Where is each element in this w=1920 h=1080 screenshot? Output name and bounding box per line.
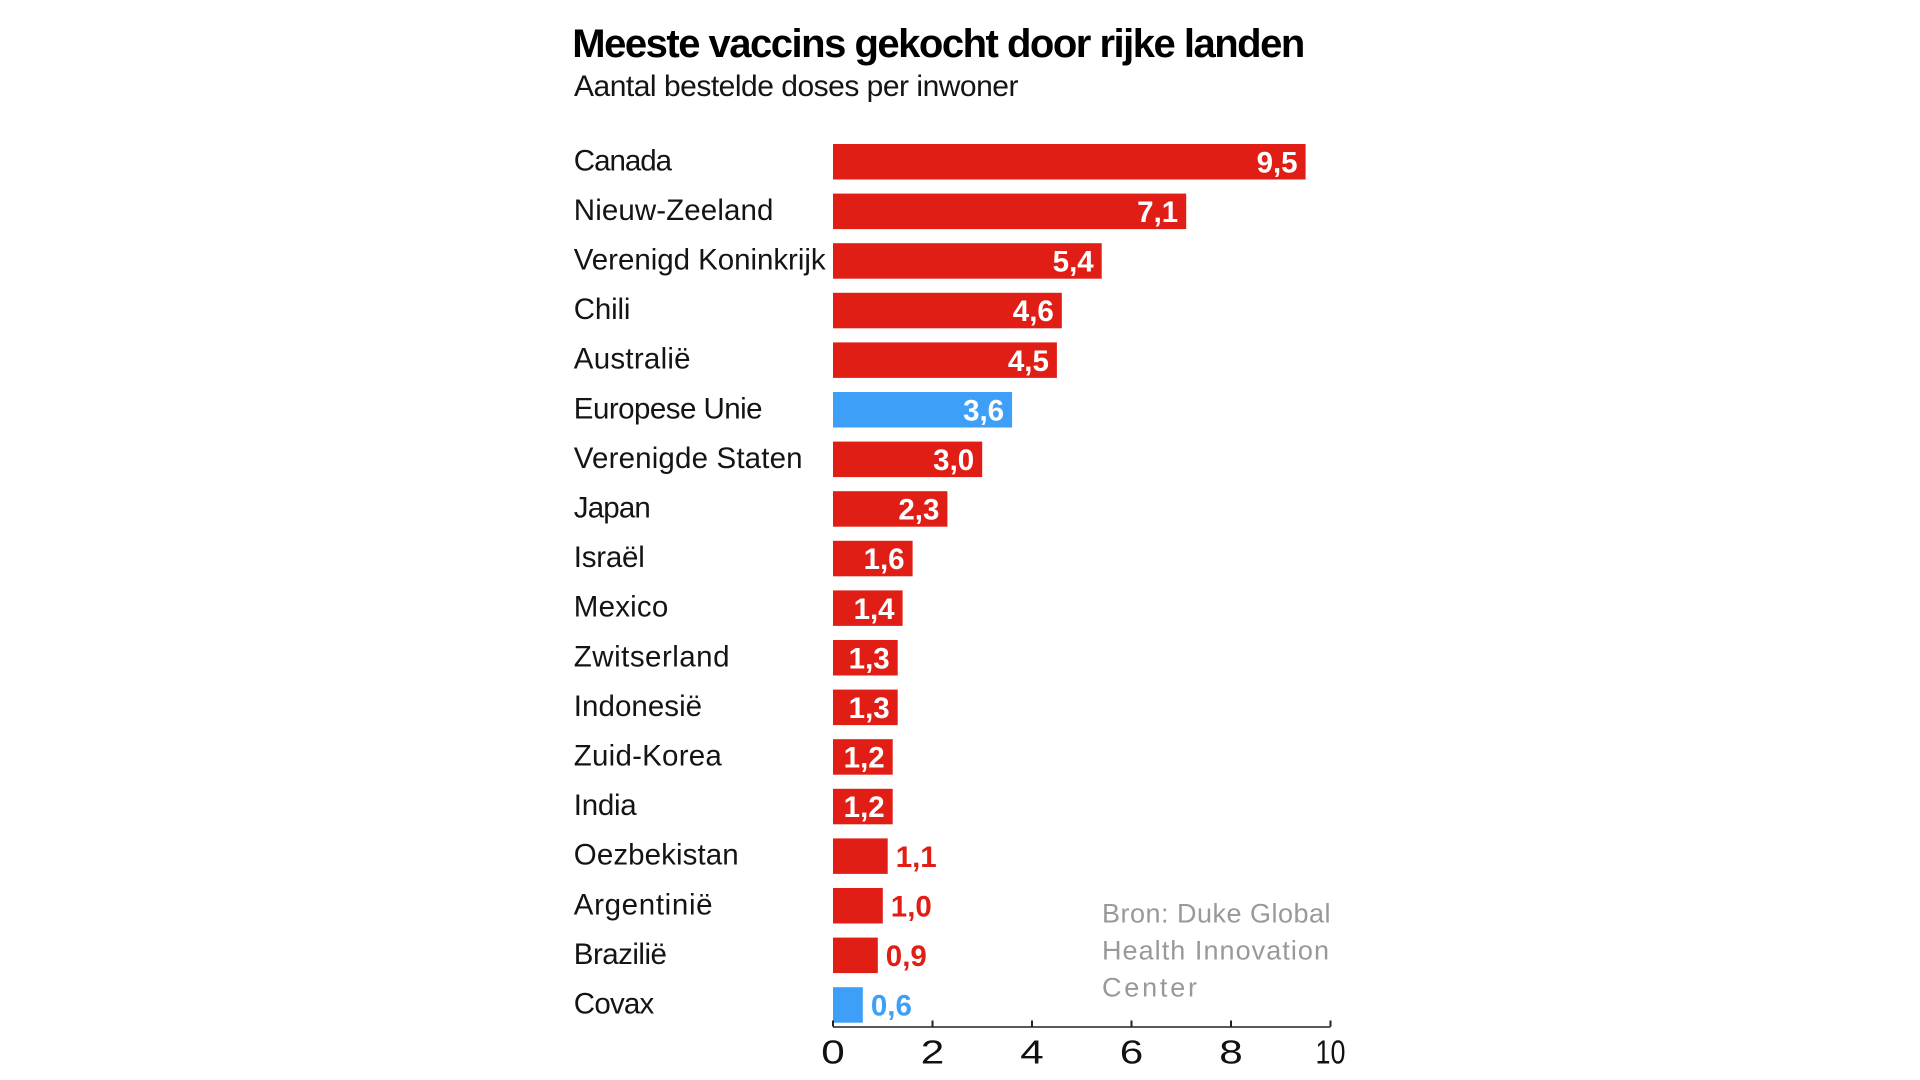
- svg-text:Verenigd Koninkrijk: Verenigd Koninkrijk: [574, 244, 826, 277]
- svg-text:Japan: Japan: [574, 492, 651, 525]
- svg-text:4: 4: [1020, 1034, 1044, 1071]
- svg-text:6: 6: [1120, 1034, 1144, 1071]
- svg-text:Health Innovation: Health Innovation: [1102, 936, 1329, 966]
- svg-text:Israël: Israël: [574, 541, 645, 574]
- svg-text:Oezbekistan: Oezbekistan: [574, 839, 739, 872]
- svg-text:Argentinië: Argentinië: [574, 888, 713, 921]
- svg-text:0,9: 0,9: [886, 940, 927, 973]
- svg-text:Meeste vaccins gekocht door ri: Meeste vaccins gekocht door rijke landen: [572, 22, 1305, 66]
- svg-text:8: 8: [1219, 1034, 1243, 1071]
- svg-text:7,1: 7,1: [1137, 196, 1178, 229]
- svg-text:Indonesië: Indonesië: [574, 690, 702, 723]
- svg-text:2,3: 2,3: [898, 494, 939, 527]
- svg-text:Mexico: Mexico: [574, 591, 669, 624]
- svg-text:3,0: 3,0: [933, 444, 974, 477]
- svg-text:2: 2: [921, 1034, 945, 1071]
- svg-text:Zwitserland: Zwitserland: [574, 640, 730, 673]
- svg-text:4,6: 4,6: [1013, 295, 1054, 328]
- svg-text:10: 10: [1316, 1034, 1346, 1071]
- svg-text:India: India: [574, 789, 637, 822]
- svg-text:Zuid-Korea: Zuid-Korea: [574, 740, 723, 773]
- svg-text:Bron: Duke Global: Bron: Duke Global: [1102, 899, 1331, 929]
- svg-text:Australië: Australië: [574, 343, 691, 376]
- svg-text:1,3: 1,3: [849, 692, 890, 725]
- svg-text:Brazilië: Brazilië: [574, 938, 667, 971]
- svg-text:Covax: Covax: [574, 988, 655, 1021]
- svg-text:1,2: 1,2: [844, 791, 885, 824]
- svg-text:0,6: 0,6: [871, 990, 912, 1023]
- svg-text:Verenigde Staten: Verenigde Staten: [574, 442, 803, 475]
- svg-text:3,6: 3,6: [963, 394, 1004, 427]
- svg-text:1,0: 1,0: [891, 890, 932, 923]
- svg-text:0: 0: [821, 1034, 845, 1071]
- svg-text:4,5: 4,5: [1008, 345, 1049, 378]
- svg-text:1,3: 1,3: [849, 642, 890, 675]
- svg-text:Canada: Canada: [574, 144, 673, 177]
- svg-text:1,2: 1,2: [844, 742, 885, 775]
- svg-text:1,6: 1,6: [864, 543, 905, 576]
- svg-text:1,4: 1,4: [854, 593, 896, 626]
- svg-text:1,1: 1,1: [896, 841, 937, 874]
- svg-text:Center: Center: [1102, 973, 1197, 1003]
- svg-text:5,4: 5,4: [1053, 246, 1095, 279]
- svg-text:Chili: Chili: [574, 293, 631, 326]
- svg-text:Aantal bestelde doses per inwo: Aantal bestelde doses per inwoner: [574, 70, 1019, 103]
- svg-text:Nieuw-Zeeland: Nieuw-Zeeland: [574, 194, 774, 227]
- svg-text:9,5: 9,5: [1257, 146, 1298, 179]
- svg-text:Europese Unie: Europese Unie: [574, 392, 763, 425]
